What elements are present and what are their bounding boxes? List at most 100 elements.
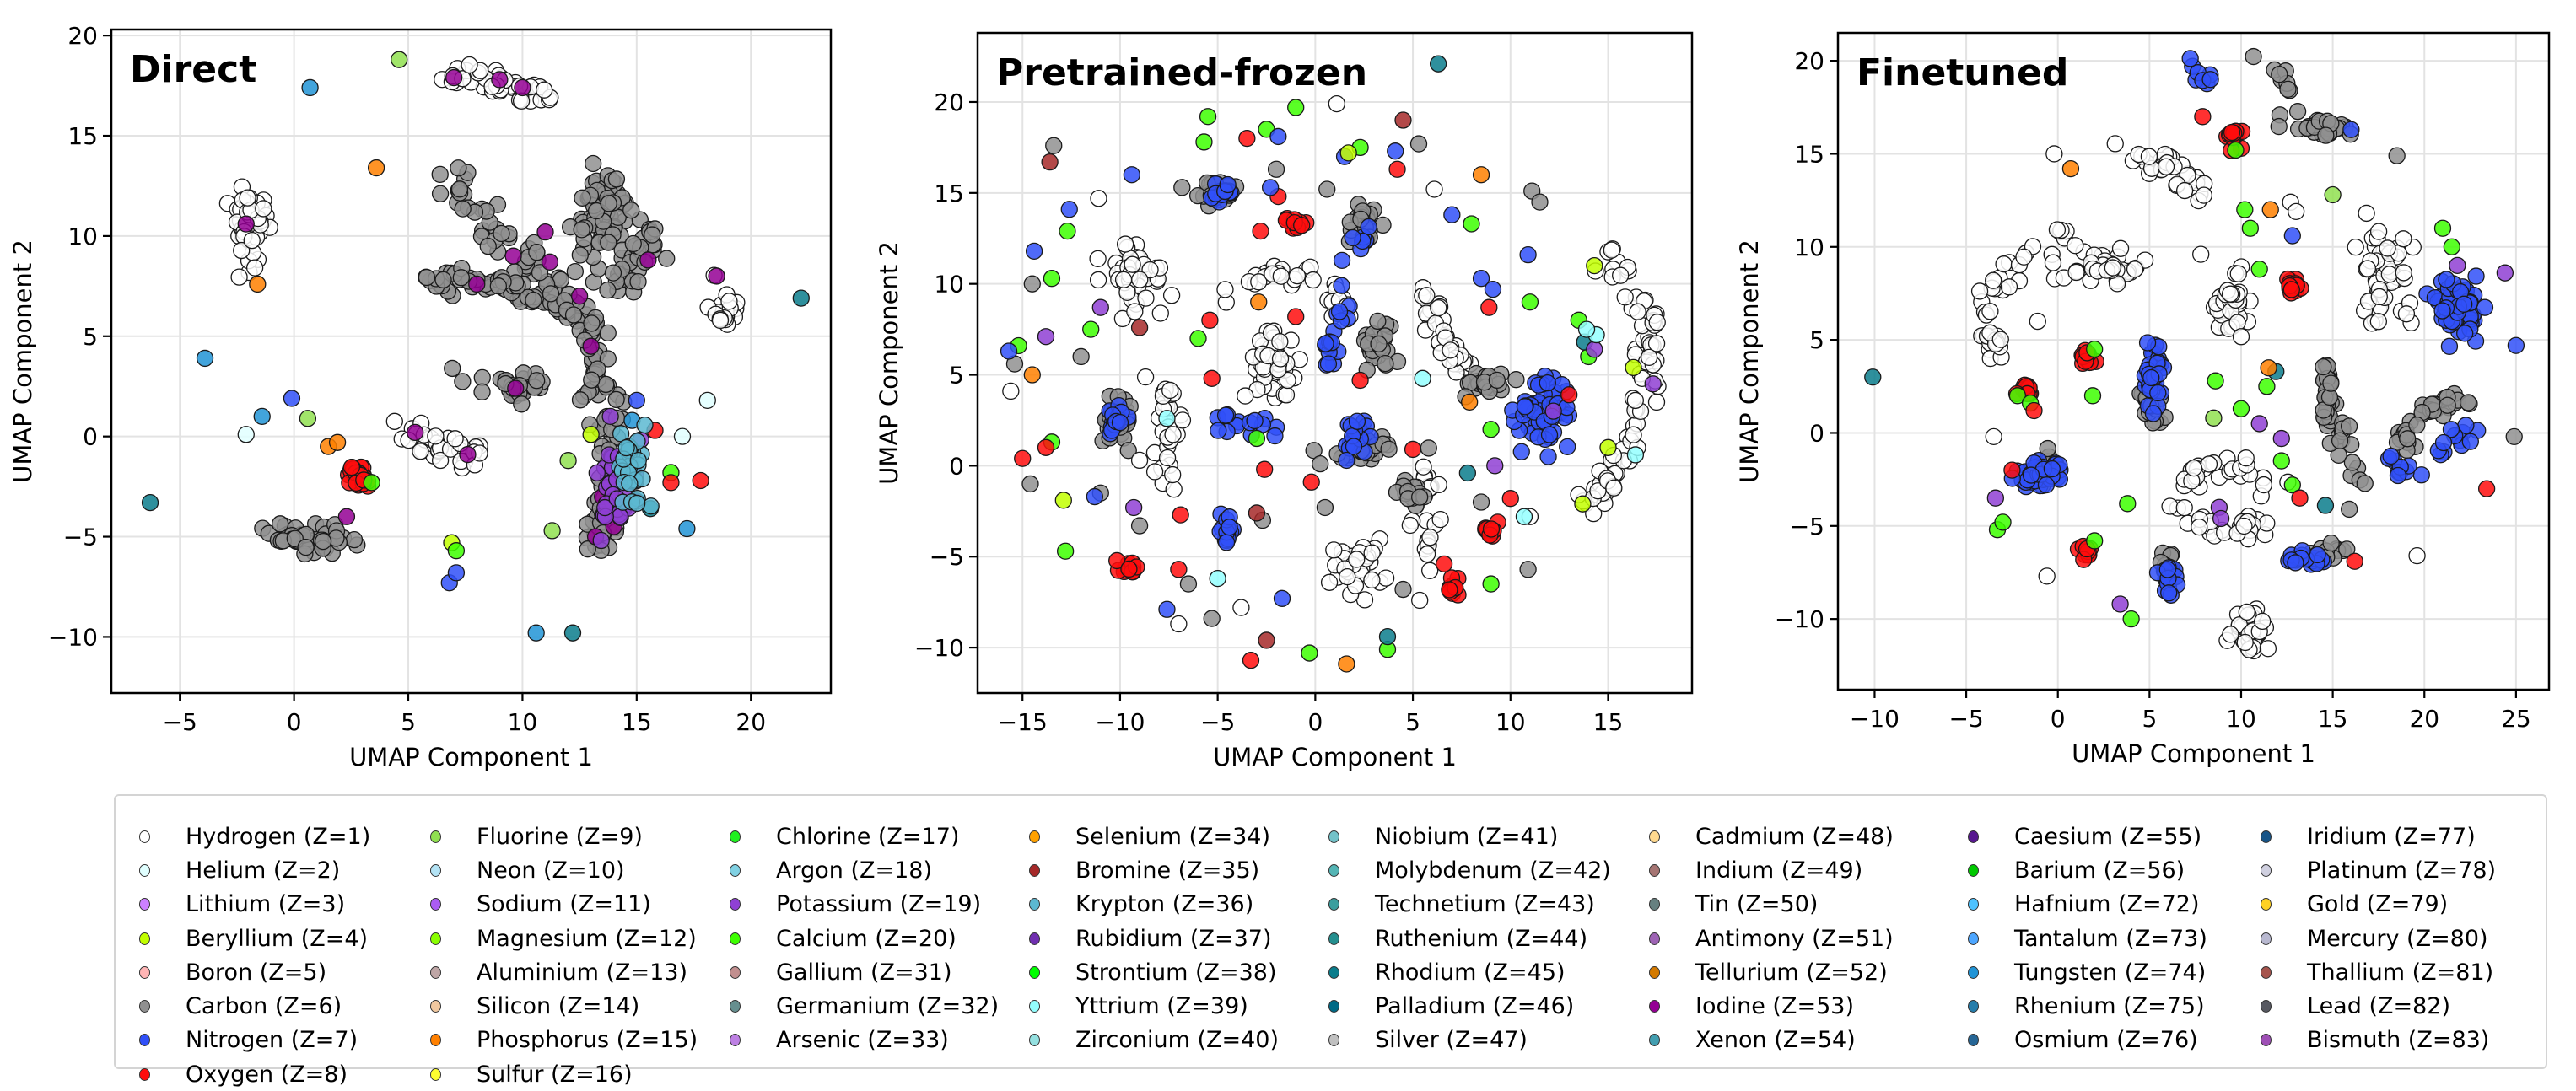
- x-tick-label: −5: [1948, 705, 1983, 733]
- data-point: [1248, 504, 1266, 522]
- data-point: [1380, 440, 1398, 458]
- data-point: [2399, 430, 2417, 448]
- y-tick-label: 10: [1794, 234, 1824, 261]
- legend-label: Antimony (Z=51): [1695, 925, 1894, 952]
- data-point: [1145, 463, 1164, 481]
- plot-area: [111, 30, 831, 693]
- legend-item: Yttrium (Z=39): [1005, 989, 1279, 1023]
- legend-marker-icon: [730, 965, 741, 979]
- data-point: [599, 350, 617, 368]
- legend-marker-icon: [1029, 863, 1040, 877]
- data-point: [2356, 475, 2374, 492]
- data-point: [447, 564, 466, 582]
- data-point: [1647, 393, 1666, 411]
- plot-area: [1838, 33, 2549, 690]
- data-point: [1302, 473, 1320, 491]
- data-point: [579, 540, 596, 558]
- y-tick-label: 10: [934, 271, 964, 298]
- data-point: [1991, 331, 2009, 348]
- legend-marker-icon: [1649, 965, 1660, 979]
- data-point: [607, 170, 626, 188]
- legend-marker-icon: [730, 830, 741, 843]
- data-point: [1273, 589, 1291, 607]
- data-point: [2315, 357, 2332, 376]
- data-point: [1411, 488, 1429, 506]
- data-point: [571, 391, 590, 409]
- data-point: [1421, 529, 1439, 546]
- data-point: [2270, 117, 2288, 136]
- data-point: [1189, 330, 1207, 347]
- data-point: [507, 379, 525, 397]
- data-point: [445, 68, 463, 87]
- legend-label: Xenon (Z=54): [1695, 1027, 1856, 1054]
- legend-label: Argon (Z=18): [776, 857, 932, 884]
- data-point: [1250, 293, 1268, 311]
- legend-label: Ruthenium (Z=44): [1375, 925, 1588, 952]
- panel-title: Pretrained-frozen: [996, 51, 1367, 94]
- x-tick-label: −15: [998, 708, 1048, 736]
- legend-item: Aluminium (Z=13): [407, 955, 698, 989]
- legend-label: Silicon (Z=14): [477, 993, 640, 1020]
- data-point: [1430, 476, 1447, 494]
- legend-item: Ruthenium (Z=44): [1305, 922, 1611, 955]
- data-point: [2395, 230, 2412, 248]
- x-tick-label: 10: [1495, 708, 1526, 736]
- legend-marker-icon: [1029, 965, 1040, 979]
- data-point: [314, 532, 332, 551]
- legend-item: Tellurium (Z=52): [1625, 955, 1894, 989]
- legend-item: Palladium (Z=46): [1305, 989, 1611, 1023]
- data-point: [2456, 325, 2474, 342]
- data-point: [1377, 569, 1395, 587]
- data-point: [2408, 417, 2426, 434]
- legend-column: Niobium (Z=41) Molybdenum (Z=42) Technetiu…: [1305, 820, 1611, 1057]
- legend-label: Aluminium (Z=13): [477, 959, 688, 986]
- data-point: [1266, 427, 1284, 445]
- data-point: [528, 372, 546, 390]
- data-point: [2205, 409, 2223, 427]
- x-tick-label: 10: [2226, 705, 2256, 733]
- data-point: [2258, 378, 2276, 395]
- legend-column: Hydrogen (Z=1) Helium (Z=2) Lithium (Z=3) B…: [116, 820, 370, 1091]
- legend-label: Rhenium (Z=75): [2014, 993, 2205, 1020]
- data-point: [418, 268, 436, 287]
- y-tick-label: −10: [914, 634, 964, 662]
- data-point: [2260, 359, 2277, 377]
- data-point: [1195, 133, 1213, 151]
- data-point: [1370, 335, 1388, 353]
- legend: Hydrogen (Z=1) Helium (Z=2) Lithium (Z=3) B…: [114, 794, 2547, 1088]
- legend-marker-icon: [139, 1067, 150, 1081]
- y-tick-label: −5: [930, 543, 964, 571]
- data-point: [1179, 575, 1198, 593]
- legend-column: Cadmium (Z=48) Indium (Z=49) Tin (Z=50) Ant…: [1625, 820, 1894, 1057]
- data-point: [1414, 369, 1431, 387]
- data-point: [2207, 372, 2224, 390]
- legend-item: Indium (Z=49): [1625, 853, 1894, 887]
- x-tick-label: 0: [287, 708, 302, 736]
- x-axis-label: UMAP Component 1: [349, 743, 593, 771]
- data-point: [1415, 458, 1432, 476]
- data-point: [1482, 575, 1500, 593]
- data-point: [2382, 447, 2400, 465]
- x-axis-label: UMAP Component 1: [1213, 743, 1457, 771]
- data-point: [1981, 303, 1999, 320]
- legend-marker-icon: [730, 1034, 741, 1047]
- data-point: [2111, 595, 2129, 613]
- data-point: [446, 430, 464, 448]
- data-point: [1124, 255, 1141, 273]
- legend-label: Yttrium (Z=39): [1075, 993, 1248, 1020]
- legend-item: Cadmium (Z=48): [1625, 820, 1894, 853]
- legend-item: Sulfur (Z=16): [407, 1057, 698, 1091]
- legend-label: Tellurium (Z=52): [1695, 959, 1888, 986]
- data-point: [624, 234, 642, 253]
- legend-label: Bismuth (Z=83): [2307, 1027, 2490, 1054]
- data-point: [2288, 103, 2307, 121]
- data-point: [2507, 336, 2525, 354]
- data-point: [1091, 298, 1109, 316]
- y-tick-label: 5: [1809, 326, 1824, 354]
- legend-label: Platinum (Z=78): [2307, 857, 2497, 884]
- y-tick-label: 5: [949, 362, 964, 390]
- legend-label: Strontium (Z=38): [1075, 959, 1277, 986]
- data-point: [542, 285, 560, 303]
- data-point: [2160, 584, 2178, 602]
- legend-label: Barium (Z=56): [2014, 857, 2185, 884]
